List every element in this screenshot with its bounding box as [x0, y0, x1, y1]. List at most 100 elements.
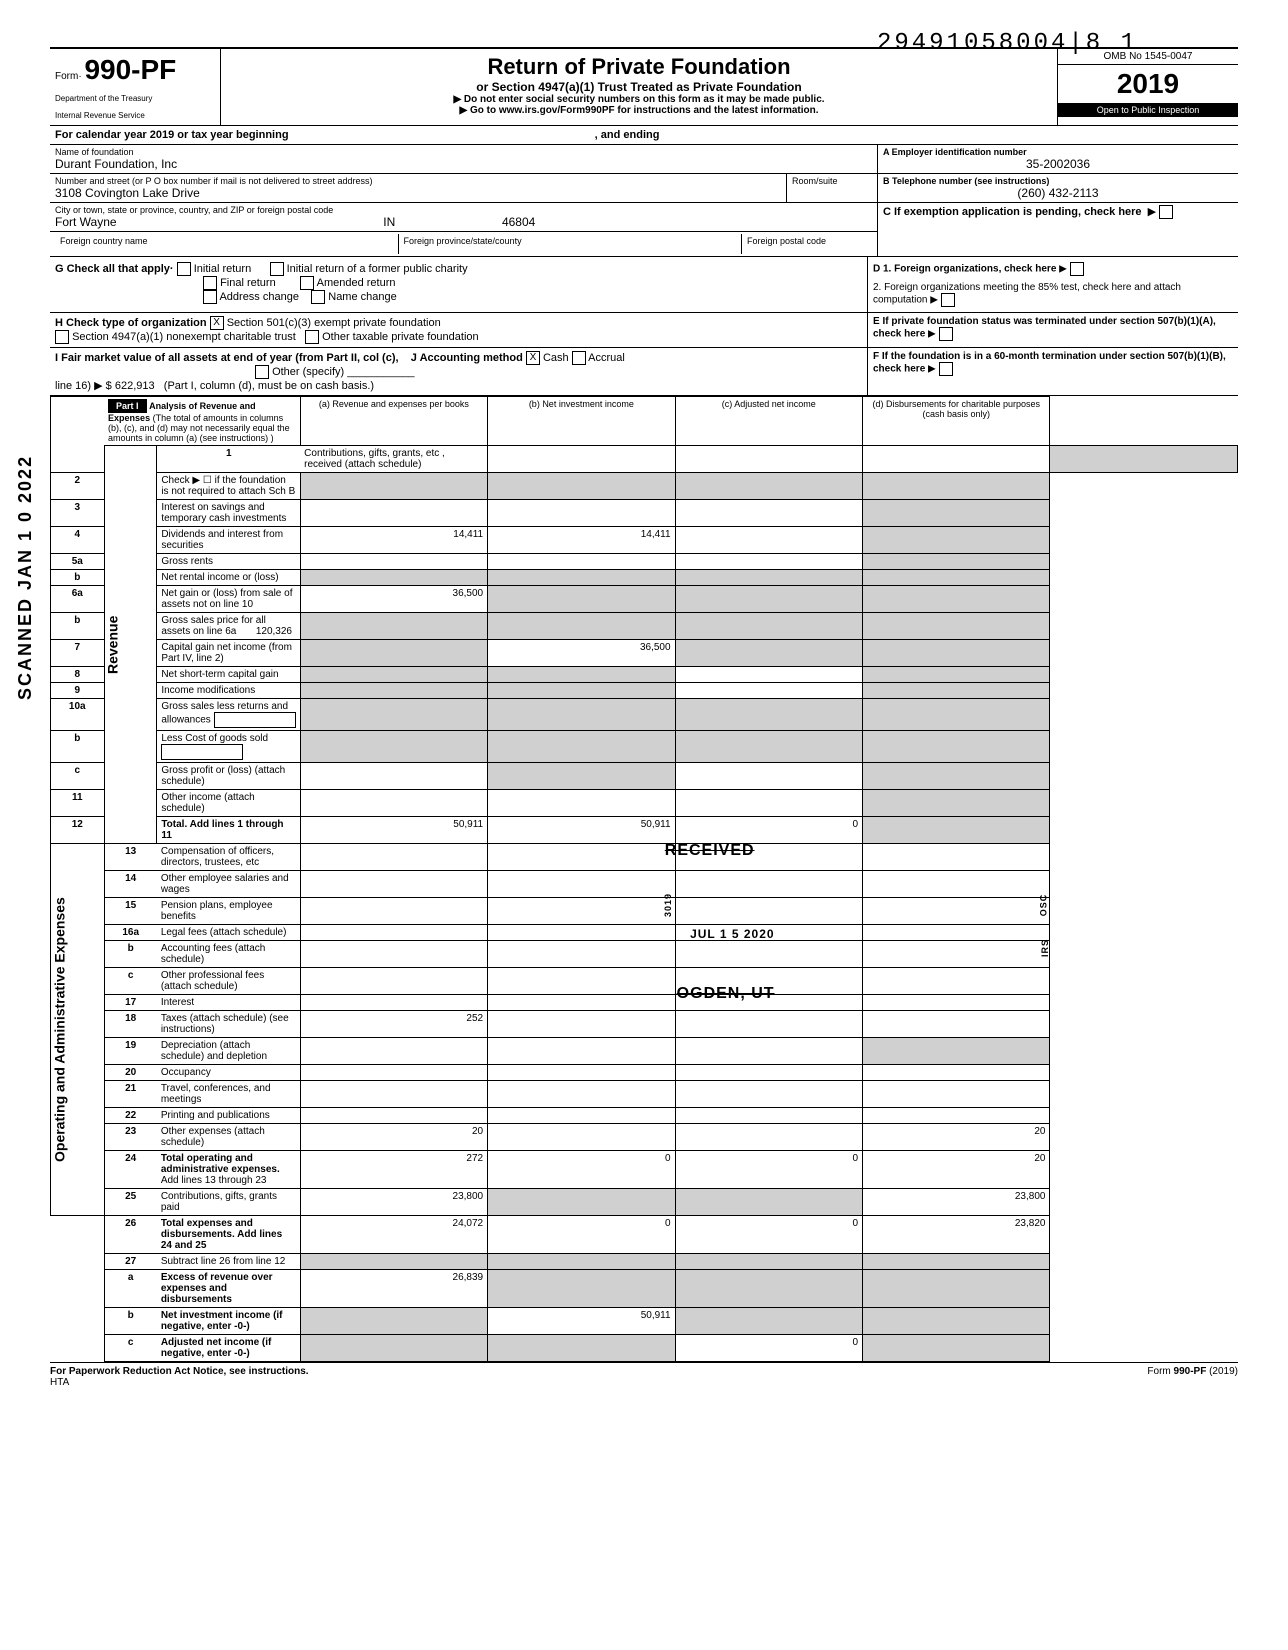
state: IN: [383, 215, 395, 229]
d2-checkbox[interactable]: [941, 293, 955, 307]
line-num: 13: [104, 844, 157, 871]
line-num: 1: [157, 446, 300, 473]
room-label: Room/suite: [792, 176, 872, 186]
j-accrual-label: Accrual: [588, 352, 625, 364]
line-num: 18: [104, 1011, 157, 1038]
col-b-header: (b) Net investment income: [488, 397, 675, 446]
line-2-desc: Check ▶ ☐ if the foundation is not requi…: [157, 473, 300, 500]
foundation-name: Durant Foundation, Inc: [55, 157, 872, 171]
l12-c: 0: [675, 817, 862, 844]
line-num: c: [104, 1335, 157, 1362]
line-3-desc: Interest on savings and temporary cash i…: [157, 500, 300, 527]
line-16b-desc: Accounting fees (attach schedule): [157, 941, 300, 968]
c-checkbox[interactable]: [1159, 205, 1173, 219]
city: Fort Wayne: [55, 215, 117, 229]
name-label: Name of foundation: [55, 147, 872, 157]
l12-b: 50,911: [488, 817, 675, 844]
goto-url: Go to www.irs.gov/Form990PF for instruct…: [470, 105, 819, 116]
name-change-checkbox[interactable]: [311, 290, 325, 304]
line-19-desc: Depreciation (attach schedule) and deple…: [157, 1038, 300, 1065]
final-return-label: Final return: [220, 277, 276, 289]
line-17-desc: Interest: [157, 995, 300, 1011]
line-num: 15: [104, 898, 157, 925]
footer-right: Form 990-PF (2019): [1147, 1366, 1238, 1388]
h3-checkbox[interactable]: [305, 330, 319, 344]
section-g: G Check all that apply· Initial return I…: [50, 257, 1238, 313]
line-27a-desc: Excess of revenue over expenses and disb…: [157, 1270, 300, 1308]
received-stamp: RECEIVED: [665, 842, 755, 860]
form-prefix: Form·: [55, 71, 82, 82]
l24-d: 20: [863, 1151, 1050, 1189]
d1-checkbox[interactable]: [1070, 262, 1084, 276]
initial-return-checkbox[interactable]: [177, 262, 191, 276]
line-num: 21: [104, 1081, 157, 1108]
line-7-desc: Capital gain net income (from Part IV, l…: [157, 640, 300, 667]
f-checkbox[interactable]: [939, 362, 953, 376]
expenses-side-label: Operating and Administrative Expenses: [51, 844, 105, 1216]
revenue-side-label: Revenue: [104, 446, 157, 844]
amended-checkbox[interactable]: [300, 276, 314, 290]
line-15-desc: Pension plans, employee benefits: [157, 898, 300, 925]
line-23-desc: Other expenses (attach schedule): [157, 1124, 300, 1151]
tax-year: 2019: [1058, 65, 1238, 103]
foreign-country-label: Foreign country name: [55, 234, 398, 254]
final-return-checkbox[interactable]: [203, 276, 217, 290]
line-num: 26: [104, 1216, 157, 1254]
line-num: 27: [104, 1254, 157, 1270]
line-18-desc: Taxes (attach schedule) (see instruction…: [157, 1011, 300, 1038]
line-11-desc: Other income (attach schedule): [157, 790, 300, 817]
line-21-desc: Travel, conferences, and meetings: [157, 1081, 300, 1108]
sideyear-stamp: 3019: [663, 893, 673, 917]
l6b-value: 120,326: [256, 626, 292, 637]
line-num: 16a: [104, 925, 157, 941]
i-line-label: line 16) ▶ $: [55, 380, 112, 392]
line-1-desc: Contributions, gifts, grants, etc , rece…: [300, 446, 487, 473]
form-title: Return of Private Foundation: [226, 54, 1052, 80]
irs-stamp: IRS: [1040, 939, 1050, 957]
line-num: 24: [104, 1151, 157, 1189]
l4-b: 14,411: [488, 527, 675, 554]
line-6a-desc: Net gain or (loss) from sale of assets n…: [157, 586, 300, 613]
col-a-header: (a) Revenue and expenses per books: [300, 397, 487, 446]
l24-a: 272: [300, 1151, 487, 1189]
e-checkbox[interactable]: [939, 327, 953, 341]
i-label: I Fair market value of all assets at end…: [55, 352, 399, 364]
l23-d: 20: [863, 1124, 1050, 1151]
page-footer: For Paperwork Reduction Act Notice, see …: [50, 1362, 1238, 1391]
g-label: G Check all that apply·: [55, 263, 174, 275]
d1-label: D 1. Foreign organizations, check here: [873, 264, 1056, 275]
line-num: 17: [104, 995, 157, 1011]
l26-d: 23,820: [863, 1216, 1050, 1254]
j-cash-checkbox[interactable]: X: [526, 351, 540, 365]
initial-former-checkbox[interactable]: [270, 262, 284, 276]
phone-value: (260) 432-2113: [883, 186, 1233, 200]
line-num: 9: [51, 683, 105, 699]
line-num: c: [51, 763, 105, 790]
h1-checkbox[interactable]: X: [210, 316, 224, 330]
line-12-desc: Total. Add lines 1 through 11: [157, 817, 300, 844]
line-num: 8: [51, 667, 105, 683]
h3-label: Other taxable private foundation: [322, 331, 479, 343]
j-other-checkbox[interactable]: [255, 365, 269, 379]
j-note: (Part I, column (d), must be on cash bas…: [164, 380, 374, 392]
line-num: 14: [104, 871, 157, 898]
addr-change-checkbox[interactable]: [203, 290, 217, 304]
j-accrual-checkbox[interactable]: [572, 351, 586, 365]
addr-label: Number and street (or P O box number if …: [55, 176, 781, 186]
l26-c: 0: [675, 1216, 862, 1254]
l27b-b: 50,911: [488, 1308, 675, 1335]
l7-b: 36,500: [488, 640, 675, 667]
line-20-desc: Occupancy: [157, 1065, 300, 1081]
dept-treasury: Department of the Treasury: [55, 94, 215, 103]
street-address: 3108 Covington Lake Drive: [55, 186, 781, 200]
phone-label: B Telephone number (see instructions): [883, 176, 1233, 186]
j-cash-label: Cash: [543, 352, 569, 364]
line-num: a: [104, 1270, 157, 1308]
identity-block: Name of foundation Durant Foundation, In…: [50, 145, 1238, 257]
l6a-a: 36,500: [300, 586, 487, 613]
line-num: b: [51, 570, 105, 586]
line-8-desc: Net short-term capital gain: [157, 667, 300, 683]
l27a-a: 26,839: [300, 1270, 487, 1308]
line-16c-desc: Other professional fees (attach schedule…: [157, 968, 300, 995]
h2-checkbox[interactable]: [55, 330, 69, 344]
